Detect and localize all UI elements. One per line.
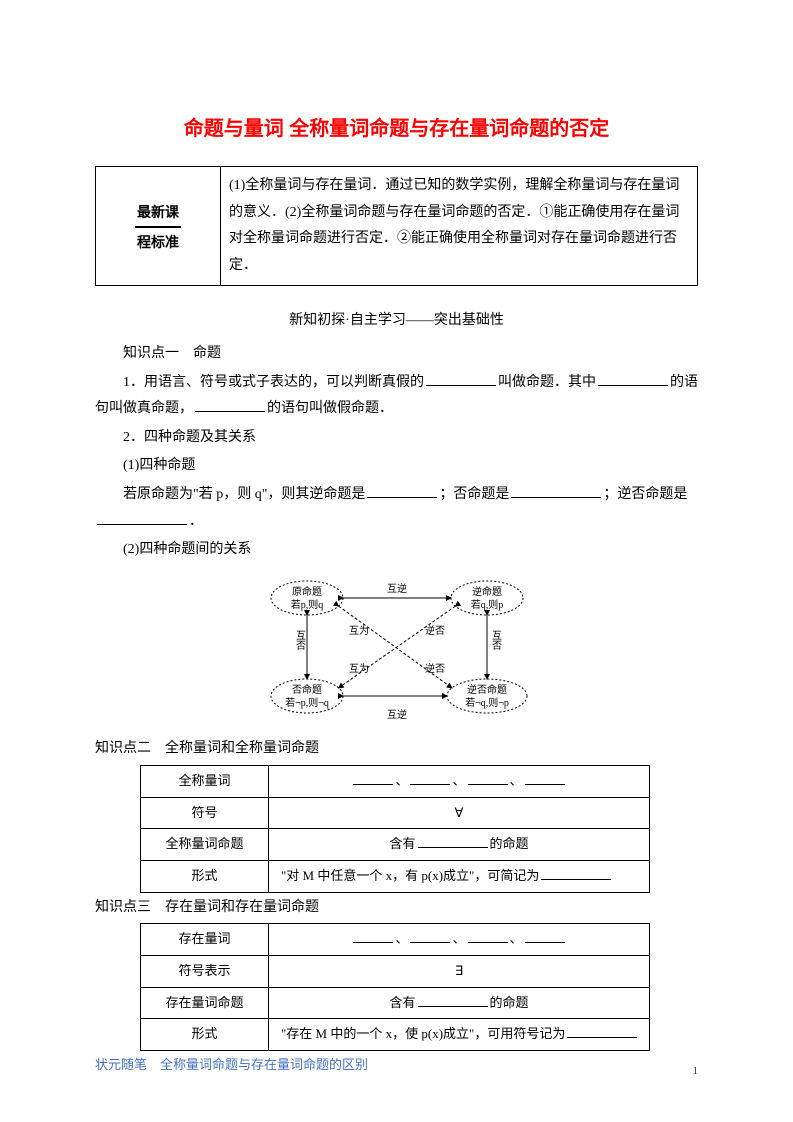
blank — [426, 371, 496, 386]
table-left-cell: 形式 — [141, 860, 269, 892]
standard-table: 最新课 程标准 (1)全称量词与存在量词．通过已知的数学实例，理解全称量词与存在… — [95, 166, 698, 286]
svg-text:否命题: 否命题 — [292, 683, 322, 696]
table-right-cell: 含有的命题 — [269, 829, 650, 861]
table-right-cell: 含有的命题 — [269, 987, 650, 1019]
kp1-p1b: 叫做命题．其中 — [498, 375, 596, 390]
blank — [511, 483, 601, 498]
table-left-cell: 存在量词命题 — [141, 987, 269, 1019]
kp3-table: 存在量词、、、符号表示∃存在量词命题含有的命题形式"存在 M 中的一个 x，使 … — [140, 923, 650, 1051]
page: 命题与量词 全称量词命题与存在量词命题的否定 最新课 程标准 (1)全称量词与存… — [0, 0, 793, 1122]
diagram-svg: 原命题若p,则q逆命题若q,则p否命题若¬p,则¬q逆否命题若¬q,则¬p互逆互… — [247, 572, 547, 722]
table-right-cell: ∃ — [269, 955, 650, 987]
table-right-cell: 、、、 — [269, 924, 650, 956]
svg-text:逆否命题: 逆否命题 — [467, 683, 507, 696]
table-right-cell: "存在 M 中的一个 x，使 p(x)成立"，可用符号记为 — [269, 1019, 650, 1051]
table-left-cell: 存在量词 — [141, 924, 269, 956]
kp1-p1d: 的语句叫做假命题． — [267, 401, 393, 416]
table-left-cell: 符号 — [141, 797, 269, 829]
svg-text:逆命题: 逆命题 — [472, 585, 502, 598]
svg-text:互逆: 互逆 — [387, 582, 407, 595]
blank — [541, 866, 611, 880]
blank — [410, 929, 450, 943]
blank — [367, 483, 437, 498]
blank — [410, 771, 450, 785]
section-header: 新知初探·自主学习——突出基础性 — [95, 308, 698, 335]
blank — [418, 834, 488, 848]
page-title: 命题与量词 全称量词命题与存在量词命题的否定 — [95, 110, 698, 148]
kp1-p4b: ；否命题是 — [439, 487, 509, 502]
kp2-heading: 知识点二 全称量词和全称量词命题 — [95, 736, 698, 763]
standard-label-bottom: 程标准 — [137, 229, 179, 256]
blank — [353, 929, 393, 943]
note-text: 状元随笔 全称量词命题与存在量词命题的区别 — [95, 1053, 698, 1078]
kp1-p4a: 若原命题为"若 p，则 q"，则其逆命题是 — [123, 487, 365, 502]
kp1-p4d: ． — [189, 514, 203, 529]
blank — [525, 929, 565, 943]
svg-text:互否: 互否 — [489, 630, 501, 651]
blank — [418, 993, 488, 1007]
table-right-cell: ∀ — [269, 797, 650, 829]
svg-text:互为: 互为 — [349, 663, 369, 675]
table-right-cell: "对 M 中任意一个 x，有 p(x)成立"，可简记为 — [269, 860, 650, 892]
table-left-cell: 全称量词 — [141, 765, 269, 797]
kp1-heading: 知识点一 命题 — [95, 341, 698, 368]
kp1-p2: 2．四种命题及其关系 — [95, 425, 698, 452]
svg-text:互为: 互为 — [349, 625, 369, 637]
standard-text: (1)全称量词与存在量词．通过已知的数学实例，理解全称量词与存在量词的意义．(2… — [221, 167, 698, 286]
blank — [195, 397, 265, 412]
blank — [468, 929, 508, 943]
kp1-p5: (2)四种命题间的关系 — [95, 537, 698, 564]
svg-text:逆否: 逆否 — [425, 662, 445, 675]
svg-text:逆否: 逆否 — [425, 624, 445, 637]
blank — [468, 771, 508, 785]
table-left-cell: 形式 — [141, 1019, 269, 1051]
standard-label-cell: 最新课 程标准 — [96, 167, 221, 286]
svg-text:若¬q,则¬p: 若¬q,则¬p — [465, 696, 509, 709]
kp1-p1: 1．用语言、符号或式子表达的，可以判断真假的叫做命题．其中的语句叫做真命题，的语… — [95, 370, 698, 423]
blank — [97, 510, 187, 525]
kp1-p3: (1)四种命题 — [95, 453, 698, 480]
table-left-cell: 全称量词命题 — [141, 829, 269, 861]
blank — [567, 1024, 637, 1038]
proposition-diagram: 原命题若p,则q逆命题若q,则p否命题若¬p,则¬q逆否命题若¬q,则¬p互逆互… — [95, 572, 698, 733]
svg-text:互否: 互否 — [293, 630, 305, 651]
table-right-cell: 、、、 — [269, 765, 650, 797]
page-number: 1 — [693, 1061, 699, 1082]
kp1-p4c: ；逆否命题是 — [603, 487, 687, 502]
blank — [525, 771, 565, 785]
svg-text:原命题: 原命题 — [292, 585, 322, 598]
svg-text:若¬p,则¬q: 若¬p,则¬q — [285, 696, 329, 709]
svg-text:若p,则q: 若p,则q — [290, 598, 323, 611]
kp1-p4: 若原命题为"若 p，则 q"，则其逆命题是 ；否命题是 ；逆否命题是 ． — [95, 482, 698, 535]
table-left-cell: 符号表示 — [141, 955, 269, 987]
blank — [598, 371, 668, 386]
kp2-table: 全称量词、、、符号∀全称量词命题含有的命题形式"对 M 中任意一个 x，有 p(… — [140, 765, 650, 893]
kp3-heading: 知识点三 存在量词和存在量词命题 — [95, 895, 698, 922]
kp1-p1a: 1．用语言、符号或式子表达的，可以判断真假的 — [123, 375, 424, 390]
blank — [353, 771, 393, 785]
svg-text:若q,则p: 若q,则p — [470, 598, 503, 611]
standard-label-top: 最新课 — [135, 198, 181, 229]
svg-text:互逆: 互逆 — [387, 708, 407, 721]
